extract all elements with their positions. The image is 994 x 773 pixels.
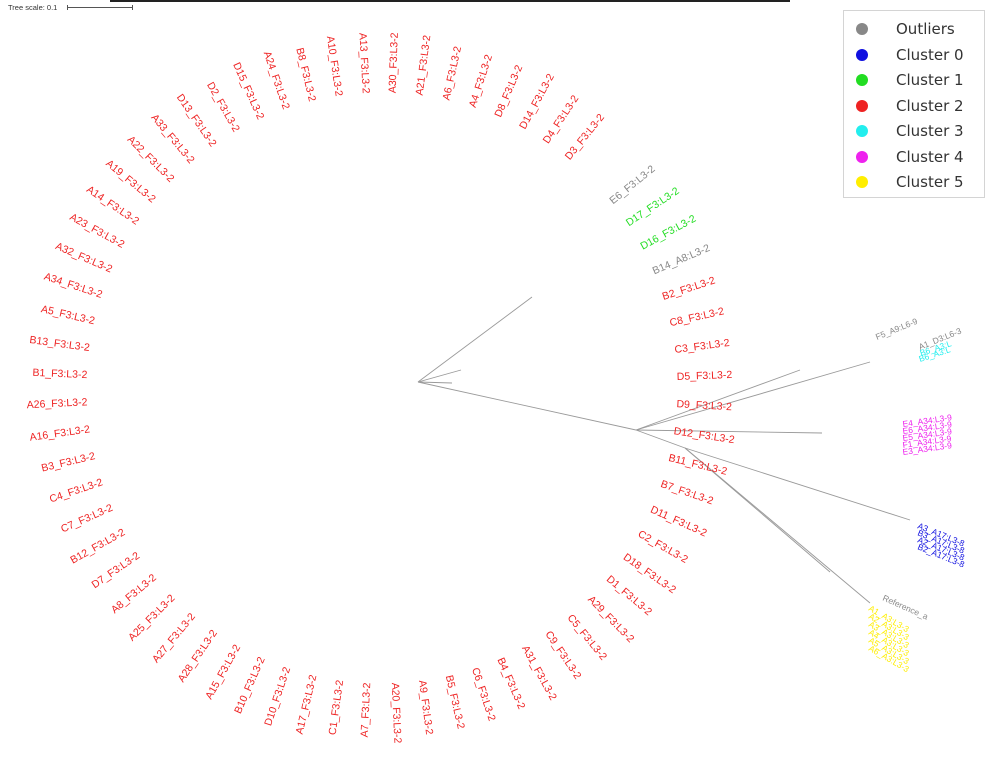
tree-tip-label: B7_F3:L3-2 [659,478,715,507]
tree-branches [417,296,911,604]
legend-label: Cluster 2 [896,96,964,115]
tree-tip-label: B14_A8:L3-2 [651,242,712,277]
tree-scale-label: Tree scale: 0.1 [8,3,58,12]
tree-tip-label: A15_F3:L3-2 [203,642,243,701]
tree-tip-label: A13_F3:L3-2 [356,33,371,94]
tree-tip-label: C6_F3:L3-2 [469,666,498,723]
tree-tip-label: A10_F3:L3-2 [324,35,345,97]
tree-branch [684,447,871,604]
legend-item: Outliers [856,17,955,41]
legend-label: Cluster 5 [896,173,964,191]
legend-label: Cluster 0 [896,45,964,64]
tree-tip-label: C7_F3:L3-2 [59,502,115,536]
legend-label: Cluster 1 [896,71,964,89]
tree-tip-label: A31_F3:L3-2 [519,644,559,703]
legend-item: Cluster 2 [856,94,964,118]
ring-tip-labels: E6_F3:L3-2D17_F3:L3-2D16_F3:L3-2B14_A8:L… [26,32,735,744]
header-rule [110,0,790,2]
legend-dot-icon [856,99,868,112]
tree-tip-label: C4_F3:L3-2 [48,476,105,505]
tree-tip-label: D2_F3:L3-2 [204,80,242,134]
tree-branch [417,369,462,383]
tree-tip-label: D3_F3:L3-2 [563,112,607,163]
tree-tip-label: B11_F3:L3-2 [667,452,728,478]
tree-tip-label: D11_F3:L3-2 [649,504,709,540]
tree-tip-label: A9_F3:L3-2 [416,679,435,735]
tree-branch [635,361,871,431]
tree-tip-label: D8_F3:L3-2 [492,63,525,119]
tree-scale-bar [67,5,134,10]
legend-dot-icon [856,150,868,163]
legend-item: Cluster 4 [856,145,964,169]
tree-tip-label: A30_F3:L3-2 [387,32,401,93]
tree-tip-label: A16_F3:L3-2 [29,423,91,443]
tree-tip-label: C3_F3:L3-2 [674,337,731,356]
tree-branch [684,447,911,521]
tree-tip-label: A17_F3:L3-2 [294,673,320,735]
tree-tip-label: B5_F3:L3-2 [443,674,467,730]
tree-tip-label: A4_F3:L3-2 [467,53,495,109]
legend-item: Cluster 1 [856,68,964,92]
tree-tip-label: C1_F3:L3-2 [327,679,347,736]
tree-tip-label: A7_F3:L3-2 [359,682,374,738]
tree-tip-label: C2_F3:L3-2 [636,528,690,566]
tree-tip-label: B1_F3:L3-2 [32,367,88,381]
tree-tip-label: B13_F3:L3-2 [29,334,91,354]
tree-tip-label: A23_F3:L3-2 [68,211,127,251]
cluster-legend: Outliers Cluster 0 Cluster 1 Cluster 2 Clust… [843,10,985,198]
tree-tip-label: A24_F3:L3-2 [261,50,292,111]
legend-dot-icon [856,23,868,35]
tree-tip-label: B3_F3:L3-2 [40,450,96,474]
tree-tip-label: A20_F3:L3-2 [389,682,404,743]
tree-tip-label: D12_F3:L3-2 [673,425,736,446]
legend-dot-icon [856,125,868,137]
tree-branch [635,369,801,431]
tree-tip-label: C9_F3:L3-2 [543,629,584,682]
legend-dot-icon [856,176,868,188]
legend-dot-icon [856,74,868,86]
tree-tip-label: A32_F3:L3-2 [54,240,115,275]
tree-branch [417,296,533,383]
tree-tip-label: F5_A9:L6-9 [874,316,919,342]
tree-tip-label: D16_F3:L3-2 [638,213,698,253]
tree-tip-label: B8_F3:L3-2 [293,47,318,103]
tree-tip-label: A5_F3:L3-2 [40,303,96,327]
tree-branch [417,381,453,384]
tree-tip-label: D5_F3:L3-2 [677,369,733,383]
tree-branch [635,429,823,434]
tree-tip-label: B2_F3:L3-2 [661,274,717,302]
legend-dot-icon [856,48,868,61]
tree-tip-label: C8_F3:L3-2 [669,305,726,329]
legend-item: Cluster 0 [856,43,964,67]
side-tip-labels: F5_A9:L6-9A1_D3:L6-3B6_A3:LB6_A3:LE4_A34… [867,316,966,674]
tree-branch [635,429,686,449]
tree-tip-label: D9_F3:L3-2 [676,398,732,413]
legend-label: Cluster 4 [896,147,964,166]
legend-label: Cluster 3 [896,122,964,140]
legend-item: Cluster 5 [856,170,964,194]
tree-tip-label: D10_F3:L3-2 [262,665,293,727]
tree-branch [417,381,637,431]
tree-scale: Tree scale: 0.1 [8,3,134,12]
tree-tip-label: A26_F3:L3-2 [26,396,87,411]
legend-label: Outliers [896,20,955,38]
tree-tip-label: D15_F3:L3-2 [230,61,266,122]
legend-item: Cluster 3 [856,119,964,143]
tree-tip-label: A34_F3:L3-2 [42,271,104,302]
tree-tip-label: A6_F3:L3-2 [440,45,464,101]
tree-tip-label: B10_F3:L3-2 [232,655,268,716]
tree-tip-label: A21_F3:L3-2 [414,34,434,96]
tree-tip-label: B4_F3:L3-2 [494,656,527,711]
